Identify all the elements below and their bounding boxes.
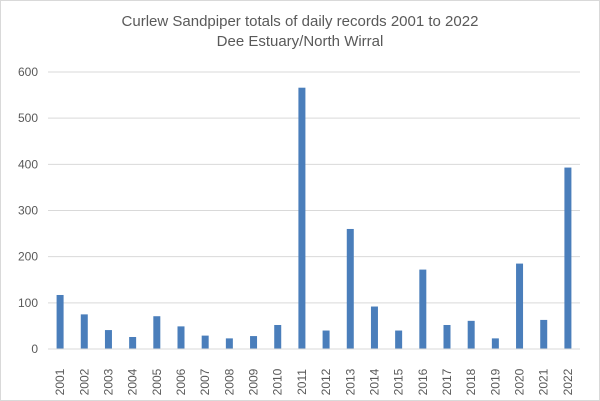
x-tick-label: 2003 <box>101 368 115 395</box>
bar <box>225 338 233 349</box>
y-tick-label: 100 <box>18 296 38 310</box>
x-tick-label: 2013 <box>343 368 357 395</box>
bar <box>370 306 378 349</box>
chart-title-line-2: Dee Estuary/North Wirral <box>216 33 384 50</box>
bar <box>540 319 548 349</box>
x-tick-label: 2007 <box>198 368 212 395</box>
bar <box>56 294 64 349</box>
bar <box>274 324 282 349</box>
y-tick-label: 0 <box>31 342 38 356</box>
chart-title-line-1: Curlew Sandpiper totals of daily records… <box>121 13 479 30</box>
y-tick-label: 500 <box>18 111 38 125</box>
x-tick-label: 2021 <box>537 368 551 395</box>
bar <box>298 87 306 350</box>
x-tick-label: 2006 <box>174 368 188 395</box>
bar <box>177 326 185 349</box>
y-tick-label: 600 <box>18 65 38 79</box>
x-tick-label: 2008 <box>222 368 236 395</box>
x-tick-label: 2019 <box>488 368 502 395</box>
bar <box>250 336 258 349</box>
x-tick-label: 2016 <box>416 368 430 395</box>
y-tick-label: 300 <box>18 204 38 218</box>
bar <box>322 330 330 349</box>
bar <box>153 316 161 349</box>
x-tick-label: 2014 <box>367 368 381 395</box>
bar <box>491 338 499 349</box>
bar <box>443 324 451 349</box>
x-tick-label: 2022 <box>561 368 575 395</box>
x-tick-label: 2010 <box>271 368 285 395</box>
x-tick-label: 2004 <box>126 368 140 395</box>
bar <box>516 263 524 349</box>
x-tick-label: 2011 <box>295 369 309 395</box>
bar <box>419 269 427 349</box>
bar <box>129 336 137 349</box>
bar <box>564 167 572 349</box>
x-tick-label: 2020 <box>513 368 527 395</box>
bar <box>80 314 88 349</box>
x-tick-label: 2018 <box>464 368 478 395</box>
x-tick-label: 2015 <box>392 368 406 395</box>
x-tick-label: 2009 <box>247 368 261 395</box>
x-tick-label: 2005 <box>150 368 164 395</box>
x-tick-label: 2001 <box>53 368 67 395</box>
x-tick-label: 2002 <box>77 368 91 395</box>
bar <box>346 228 354 349</box>
y-tick-label: 200 <box>18 250 38 264</box>
bar <box>104 330 112 349</box>
bar <box>201 335 209 349</box>
y-tick-label: 400 <box>18 157 38 171</box>
chart-title: Curlew Sandpiper totals of daily records… <box>0 12 600 52</box>
x-tick-label: 2012 <box>319 368 333 395</box>
x-tick-label: 2017 <box>440 368 454 395</box>
bar <box>467 320 475 349</box>
bar <box>395 330 403 349</box>
